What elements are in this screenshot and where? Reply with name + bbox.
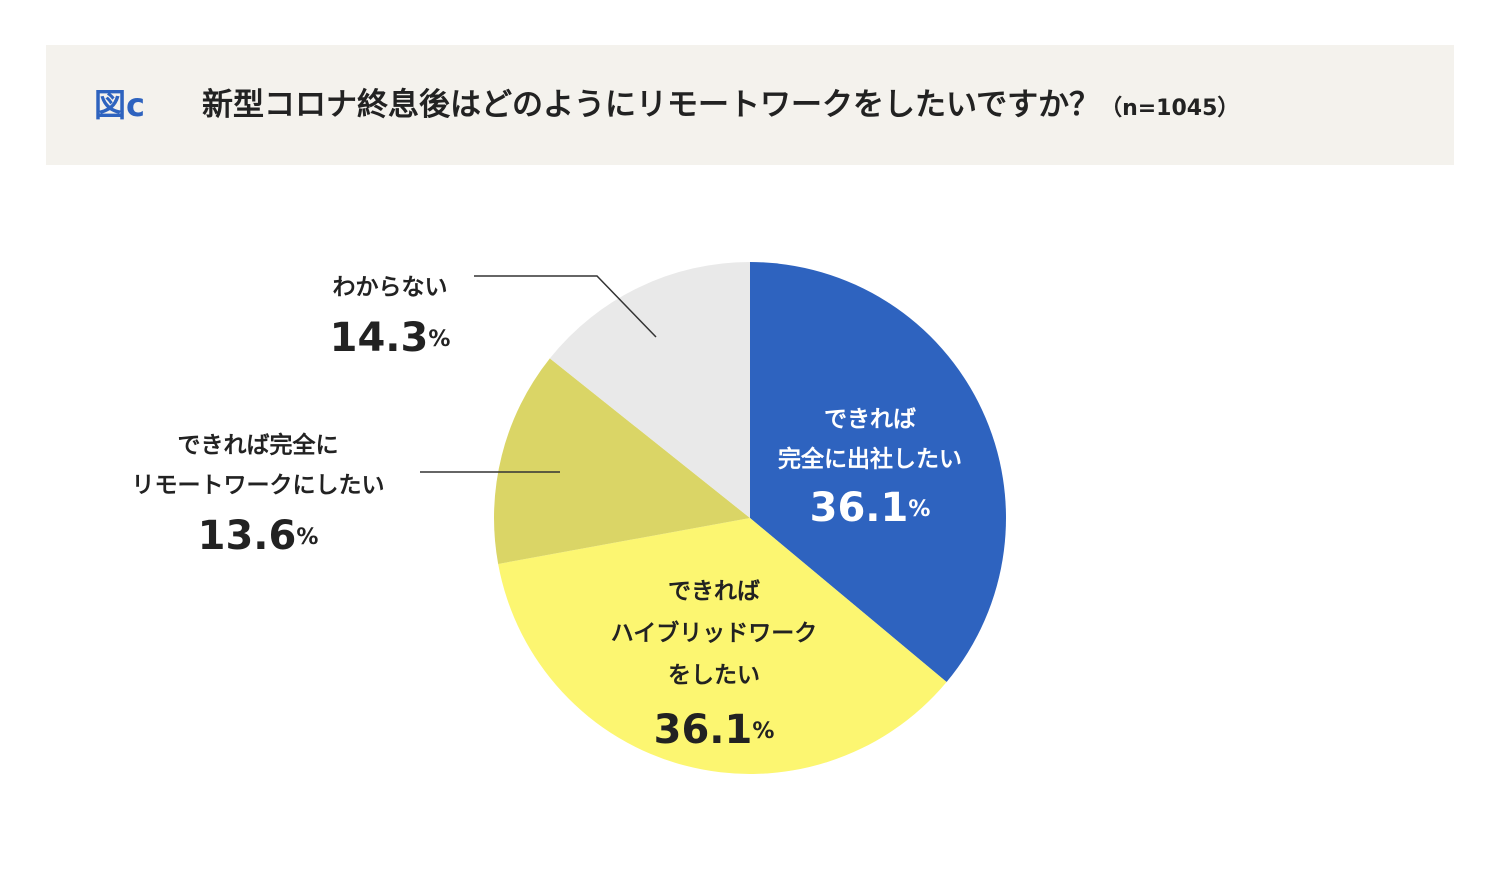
slice-value-unit-3: %	[296, 525, 318, 550]
slice-label-2-line-2: ハイブリッドワーク	[611, 620, 818, 647]
slice-label-3-line-1: できれば完全に	[178, 432, 339, 459]
leader-lines	[420, 275, 657, 473]
pie-slice-1	[750, 262, 1006, 682]
chart-header: 図c 新型コロナ終息後はどのようにリモートワークをしたいですか？（n=1045）	[46, 45, 1454, 165]
slice-value-4: 14.3%	[330, 315, 451, 361]
pie-slice-4	[549, 262, 750, 518]
slice-label-1-line-2: 完全に出社したい	[778, 446, 962, 473]
pie-slices	[494, 262, 1006, 774]
slice-label-1-line-1: できれば	[824, 407, 916, 433]
sample-size: （n=1045）	[1100, 96, 1240, 121]
slice-value-3: 13.6%	[198, 513, 319, 559]
slice-label-3-line-2: リモートワークにしたい	[132, 473, 385, 499]
slice-value-unit-1: %	[908, 497, 930, 522]
slice-value-unit-4: %	[428, 327, 450, 352]
slice-label-2-line-3: をしたい	[668, 663, 760, 689]
chart-title-text: 新型コロナ終息後はどのようにリモートワークをしたいですか？	[202, 87, 1101, 123]
slice-label-2-line-1: できれば	[668, 579, 760, 605]
slice-value-unit-2: %	[752, 719, 774, 744]
leader-line-4	[474, 275, 657, 338]
figure-label: 図c	[94, 86, 145, 124]
pie-slice-2	[498, 518, 947, 774]
chart-title: 新型コロナ終息後はどのようにリモートワークをしたいですか？（n=1045）	[202, 83, 1239, 131]
pie-slice-3	[494, 358, 750, 564]
slice-label-4-line-1: わからない	[333, 275, 448, 301]
